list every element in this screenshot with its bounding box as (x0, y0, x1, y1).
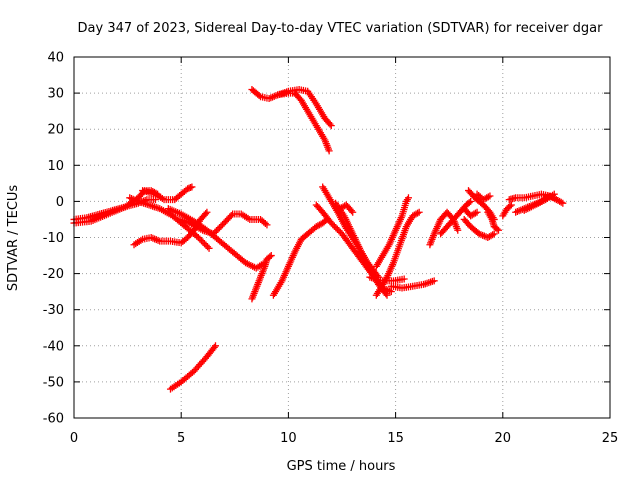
data-point (486, 192, 494, 200)
y-tick-label: -20 (43, 267, 64, 282)
series-track-19 (387, 277, 438, 292)
x-axis-label: GPS time / hours (287, 459, 396, 474)
data-point (227, 212, 235, 220)
data-point (335, 227, 343, 235)
data-point (471, 209, 479, 217)
x-tick-label: 15 (387, 431, 404, 446)
data-point (484, 193, 492, 201)
data-series (70, 85, 567, 393)
data-point (327, 219, 335, 227)
data-point (202, 241, 210, 249)
series-track-16 (336, 201, 357, 216)
series-track-23 (464, 187, 498, 223)
data-point (383, 291, 391, 299)
data-point (559, 199, 567, 207)
chart-title: Day 347 of 2023, Sidereal Day-to-day VTE… (78, 21, 604, 36)
data-point (490, 230, 498, 238)
y-tick-label: -60 (43, 412, 64, 427)
data-point (332, 224, 340, 232)
data-point (204, 243, 212, 251)
data-point (255, 92, 263, 100)
data-point (210, 343, 218, 351)
series-track-3 (139, 183, 196, 204)
series-track-8 (248, 252, 275, 303)
data-point (205, 244, 213, 252)
data-point (267, 252, 275, 260)
x-tick-label: 10 (280, 431, 297, 446)
series-track-11 (274, 89, 333, 155)
y-tick-label: 20 (47, 123, 64, 138)
data-point (557, 198, 565, 206)
data-point (400, 275, 408, 283)
series-track-9 (166, 342, 220, 393)
data-point (506, 202, 514, 210)
data-point (261, 220, 269, 228)
y-tick-label: -50 (43, 375, 64, 390)
data-point (493, 225, 501, 233)
data-point (404, 194, 412, 202)
x-tick-label: 20 (495, 431, 512, 446)
data-point (550, 190, 558, 198)
series-track-26 (460, 205, 481, 220)
y-tick-label: 40 (47, 51, 64, 66)
series-track-12 (269, 215, 331, 299)
series-track-31 (520, 190, 558, 214)
data-point (489, 231, 497, 239)
y-tick-label: 30 (47, 87, 64, 102)
series-track-20 (366, 273, 408, 285)
data-point (196, 235, 204, 243)
series-track-6 (175, 210, 271, 238)
data-point (194, 234, 202, 241)
data-point (197, 237, 205, 245)
data-point (414, 209, 422, 217)
data-point (467, 197, 475, 205)
data-point (326, 120, 334, 128)
data-point (333, 225, 341, 233)
series-track-28 (499, 201, 515, 220)
data-point (330, 222, 338, 230)
y-tick-label: 10 (47, 159, 64, 174)
series-track-17 (372, 208, 423, 299)
series-track-25 (473, 190, 494, 204)
y-axis-label: SDTVAR / TECUs (6, 185, 21, 292)
data-point (347, 207, 355, 215)
data-point (382, 290, 390, 298)
data-point (202, 210, 210, 218)
data-point (217, 222, 225, 230)
data-point (266, 253, 274, 261)
data-point (465, 199, 473, 207)
data-point (454, 226, 462, 234)
data-point (263, 221, 271, 229)
series-track-18 (372, 194, 412, 270)
data-point (349, 208, 357, 216)
data-point (325, 147, 333, 155)
y-tick-label: -40 (43, 339, 64, 354)
data-point (215, 224, 223, 232)
data-point (212, 227, 220, 235)
series-track-27 (484, 208, 503, 234)
y-tick-label: -30 (43, 303, 64, 318)
data-point (212, 342, 220, 350)
data-point (200, 240, 208, 248)
data-point (327, 122, 335, 130)
y-tick-label: -10 (43, 231, 64, 246)
data-point (473, 208, 481, 216)
data-point (430, 277, 438, 285)
data-point (188, 183, 196, 191)
data-point (507, 201, 515, 209)
data-point (214, 225, 222, 233)
x-tick-label: 25 (602, 431, 619, 446)
data-point (203, 208, 211, 216)
x-tick-label: 5 (177, 431, 185, 446)
axis-ticks: 0 5 10 15 20 25 -60 -50 -40 -30 -20 -10 0 10 20 30 40 (43, 51, 619, 447)
data-point (415, 208, 423, 216)
data-point (495, 226, 503, 234)
data-point (199, 238, 207, 246)
series-track-7 (164, 205, 269, 272)
series-track-24 (460, 215, 498, 241)
data-point (329, 221, 337, 229)
x-tick-label: 0 (70, 431, 78, 446)
y-tick-label: 0 (56, 195, 64, 210)
